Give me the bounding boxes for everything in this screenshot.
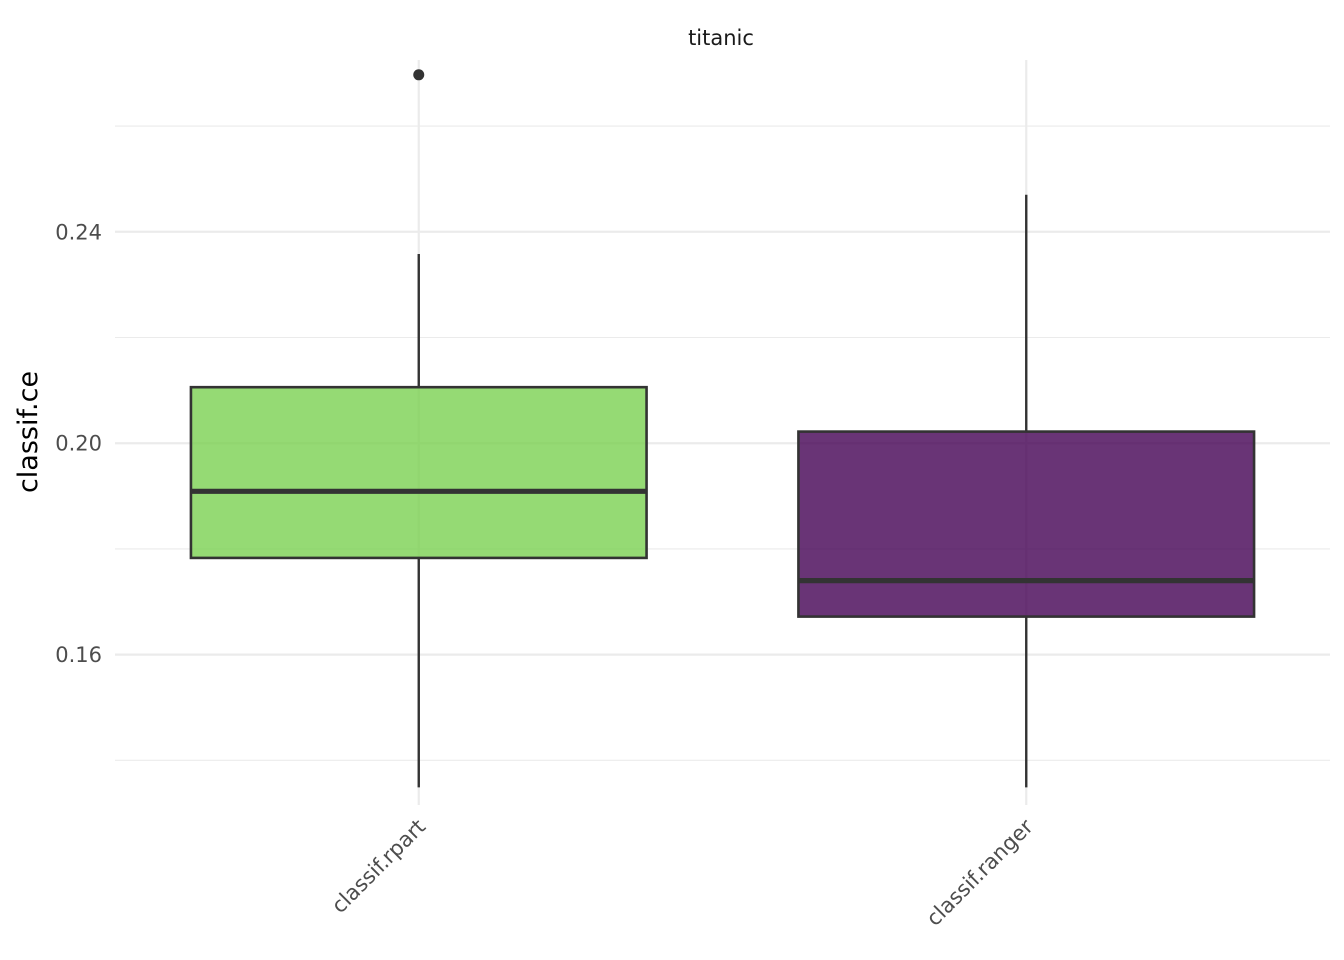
boxes — [189, 69, 1256, 788]
x-tick-labels: classif.rpart classif.ranger — [327, 814, 1038, 930]
y-tick-label: 0.16 — [55, 643, 102, 667]
x-tick-label: classif.ranger — [922, 814, 1038, 930]
y-tick-label: 0.24 — [55, 220, 102, 244]
y-tick-label: 0.20 — [55, 432, 102, 456]
x-tick-label: classif.rpart — [327, 815, 430, 918]
outlier-point — [413, 69, 425, 81]
box-body — [189, 385, 648, 560]
y-axis-label: classif.ce — [13, 371, 44, 493]
box-classif.rpart — [189, 69, 648, 788]
facet-title: titanic — [688, 26, 754, 50]
y-tick-labels: 0.16 0.20 0.24 — [55, 220, 102, 667]
box-body — [797, 430, 1256, 618]
box-classif.ranger — [797, 194, 1256, 788]
